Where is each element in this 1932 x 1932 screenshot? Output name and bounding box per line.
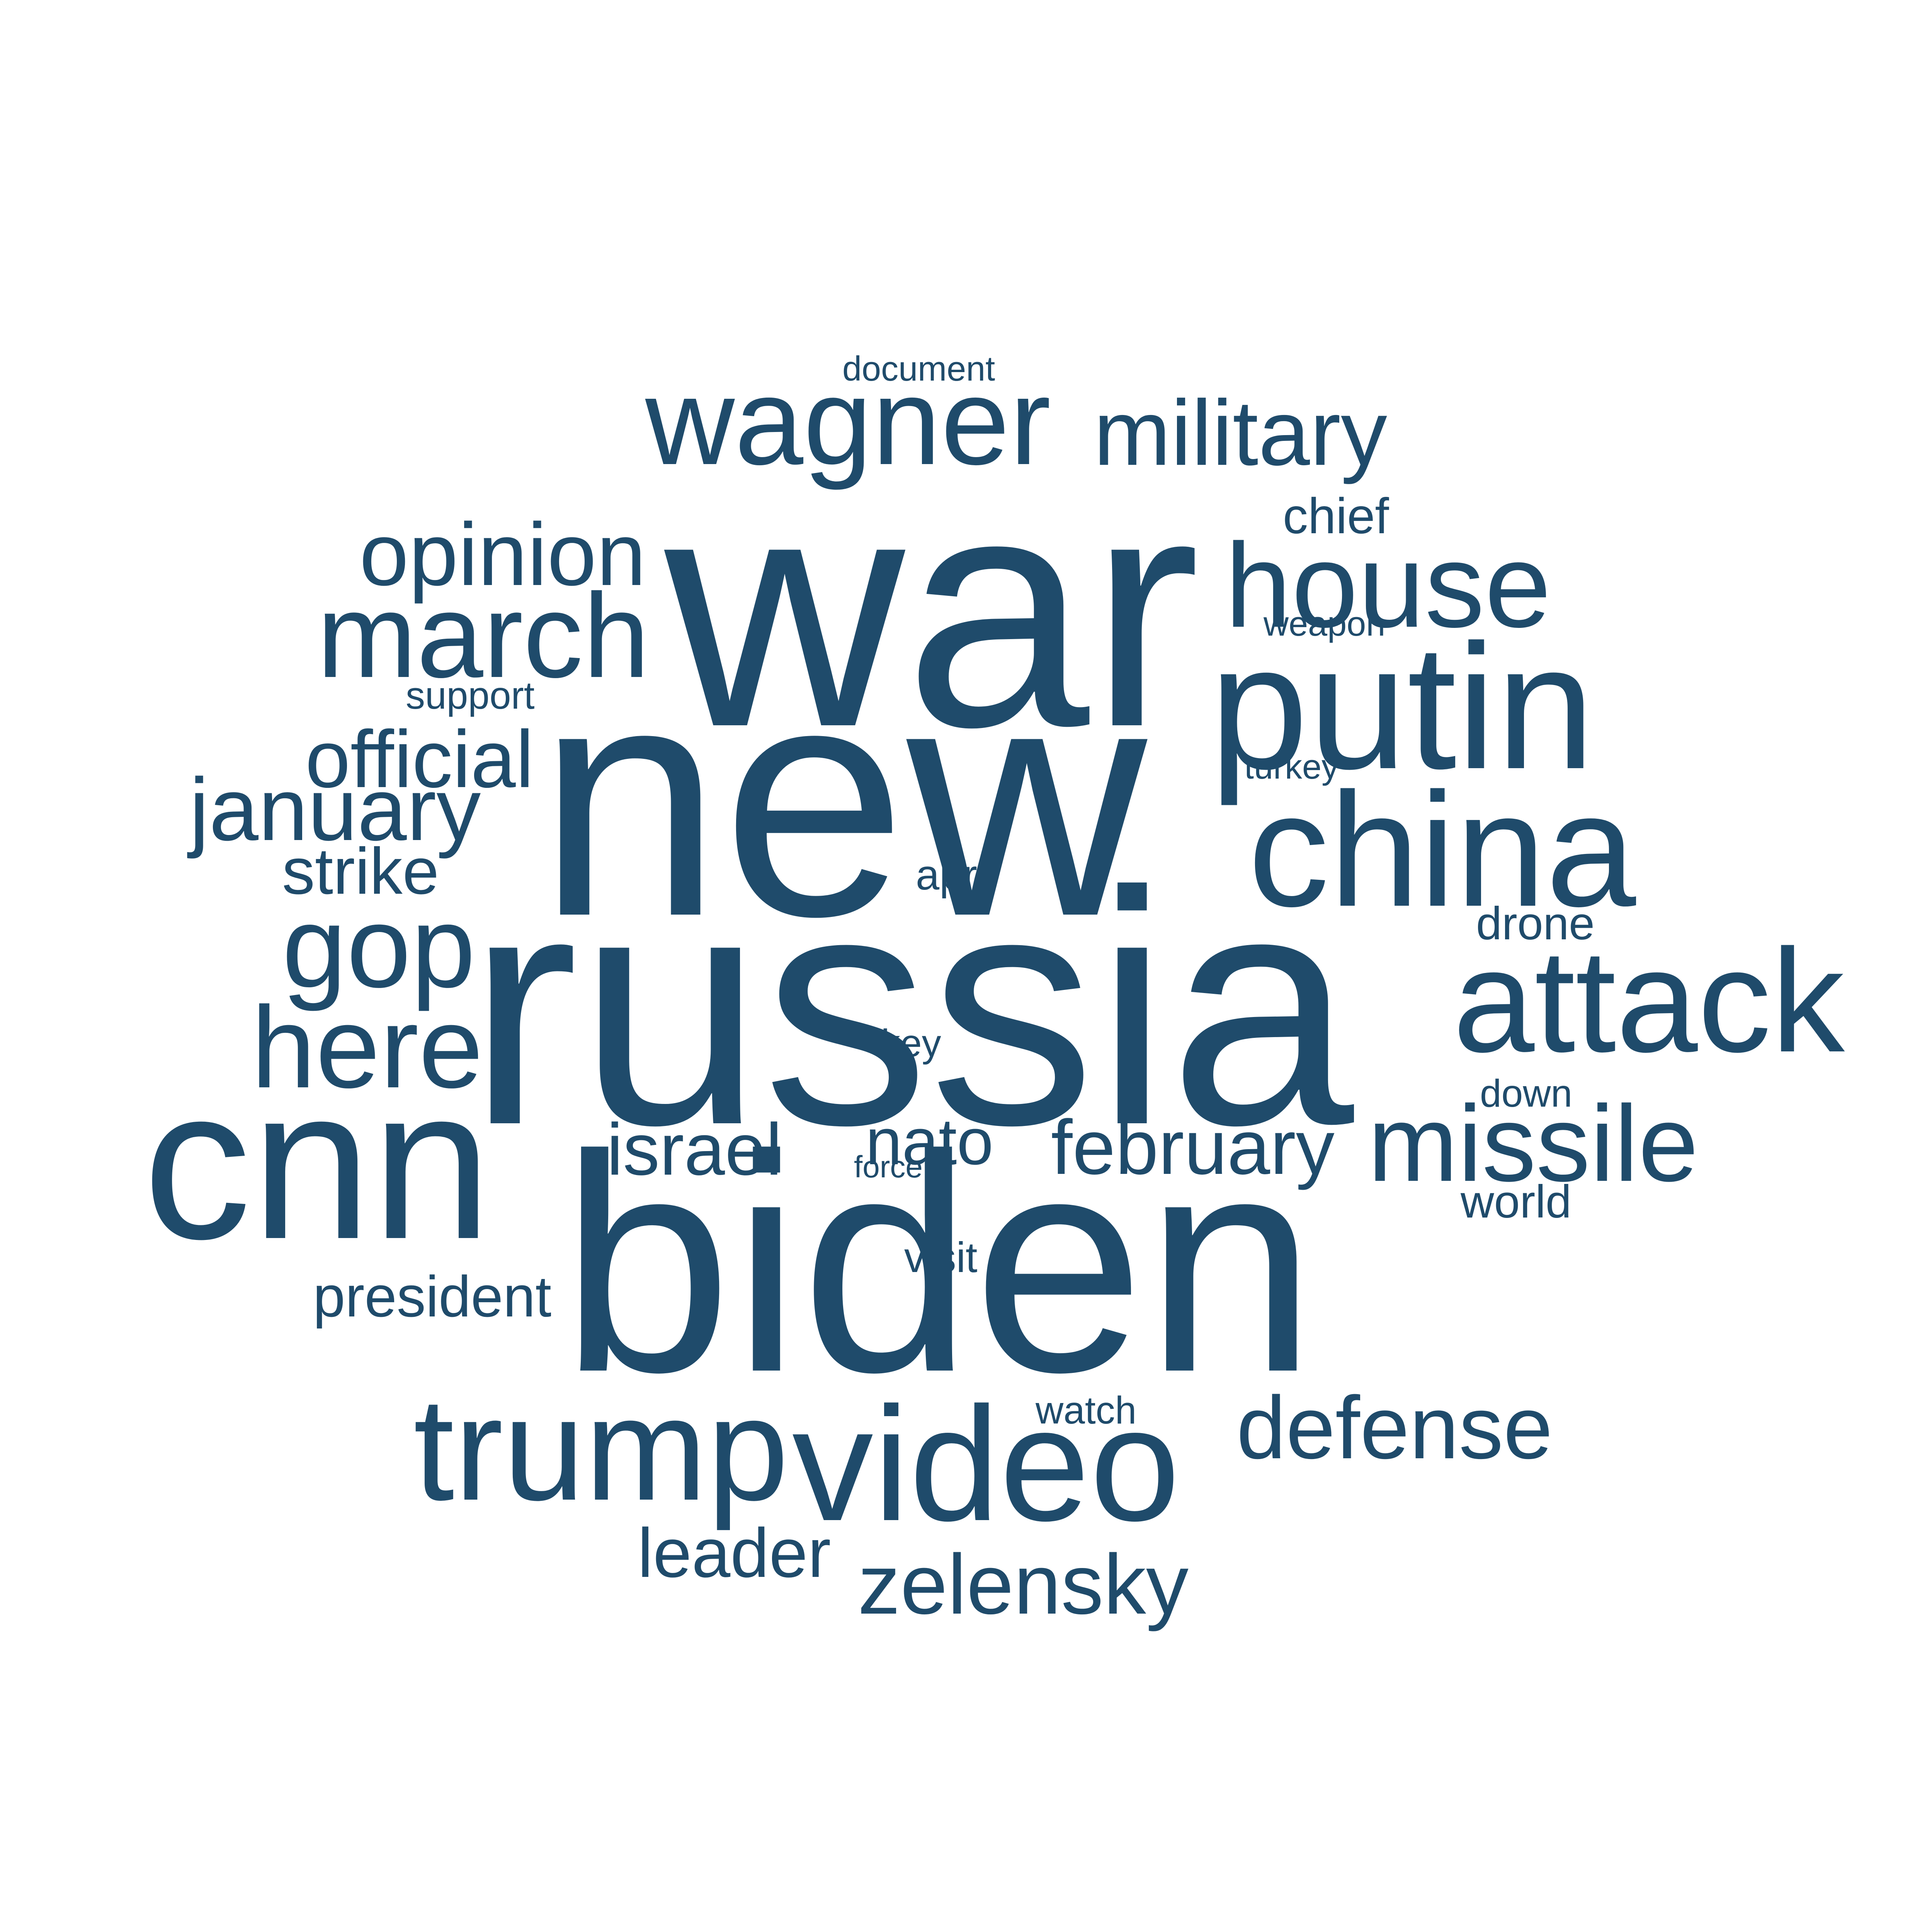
word-defense: defense [1236, 1378, 1553, 1477]
word-biden: biden [560, 1091, 1317, 1436]
word-world: world [1461, 1176, 1571, 1228]
word-january: january [189, 760, 481, 859]
word-military: military [1094, 381, 1387, 485]
word-china: china [1248, 759, 1636, 940]
word-house: house [1225, 518, 1551, 652]
word-february: february [1051, 1104, 1335, 1190]
word-force: force [854, 1150, 923, 1184]
word-attack: attack [1453, 918, 1845, 1083]
word-putin: putin [1209, 608, 1595, 806]
word-april: april [916, 851, 996, 899]
word-march: march [317, 568, 650, 702]
word-weapon: weapon [1264, 605, 1386, 643]
word-president: president [313, 1264, 552, 1329]
word-zelensky: zelensky [858, 1537, 1189, 1632]
word-official: official [305, 714, 534, 804]
word-down: down [1480, 1072, 1573, 1115]
word-here: here [251, 982, 483, 1112]
word-document: document [842, 350, 995, 388]
word-gop: gop [282, 882, 476, 1012]
word-israel: israel [607, 1109, 782, 1190]
word-watch: watch [1036, 1389, 1137, 1432]
word-war: war [665, 425, 1200, 796]
word-nato: nato [866, 1105, 993, 1179]
word-video: video [792, 1374, 1180, 1555]
word-chief: chief [1283, 488, 1389, 544]
word-new: new [537, 614, 1147, 985]
word-leader: leader [638, 1514, 831, 1592]
word-trump: trump [413, 1367, 789, 1531]
word-strike: strike [282, 835, 439, 908]
word-support: support [406, 674, 535, 717]
word-visit: visit [904, 1234, 978, 1281]
word-cnn: cnn [143, 1042, 492, 1284]
word-turkey: turkey [1244, 748, 1339, 786]
word-wagner: wagner [645, 352, 1051, 490]
word-key: key [881, 1022, 941, 1065]
word-russia: russia [468, 823, 1354, 1194]
word-missile: missile [1368, 1083, 1699, 1204]
word-opinion: opinion [359, 505, 646, 604]
word-drone: drone [1476, 898, 1595, 949]
